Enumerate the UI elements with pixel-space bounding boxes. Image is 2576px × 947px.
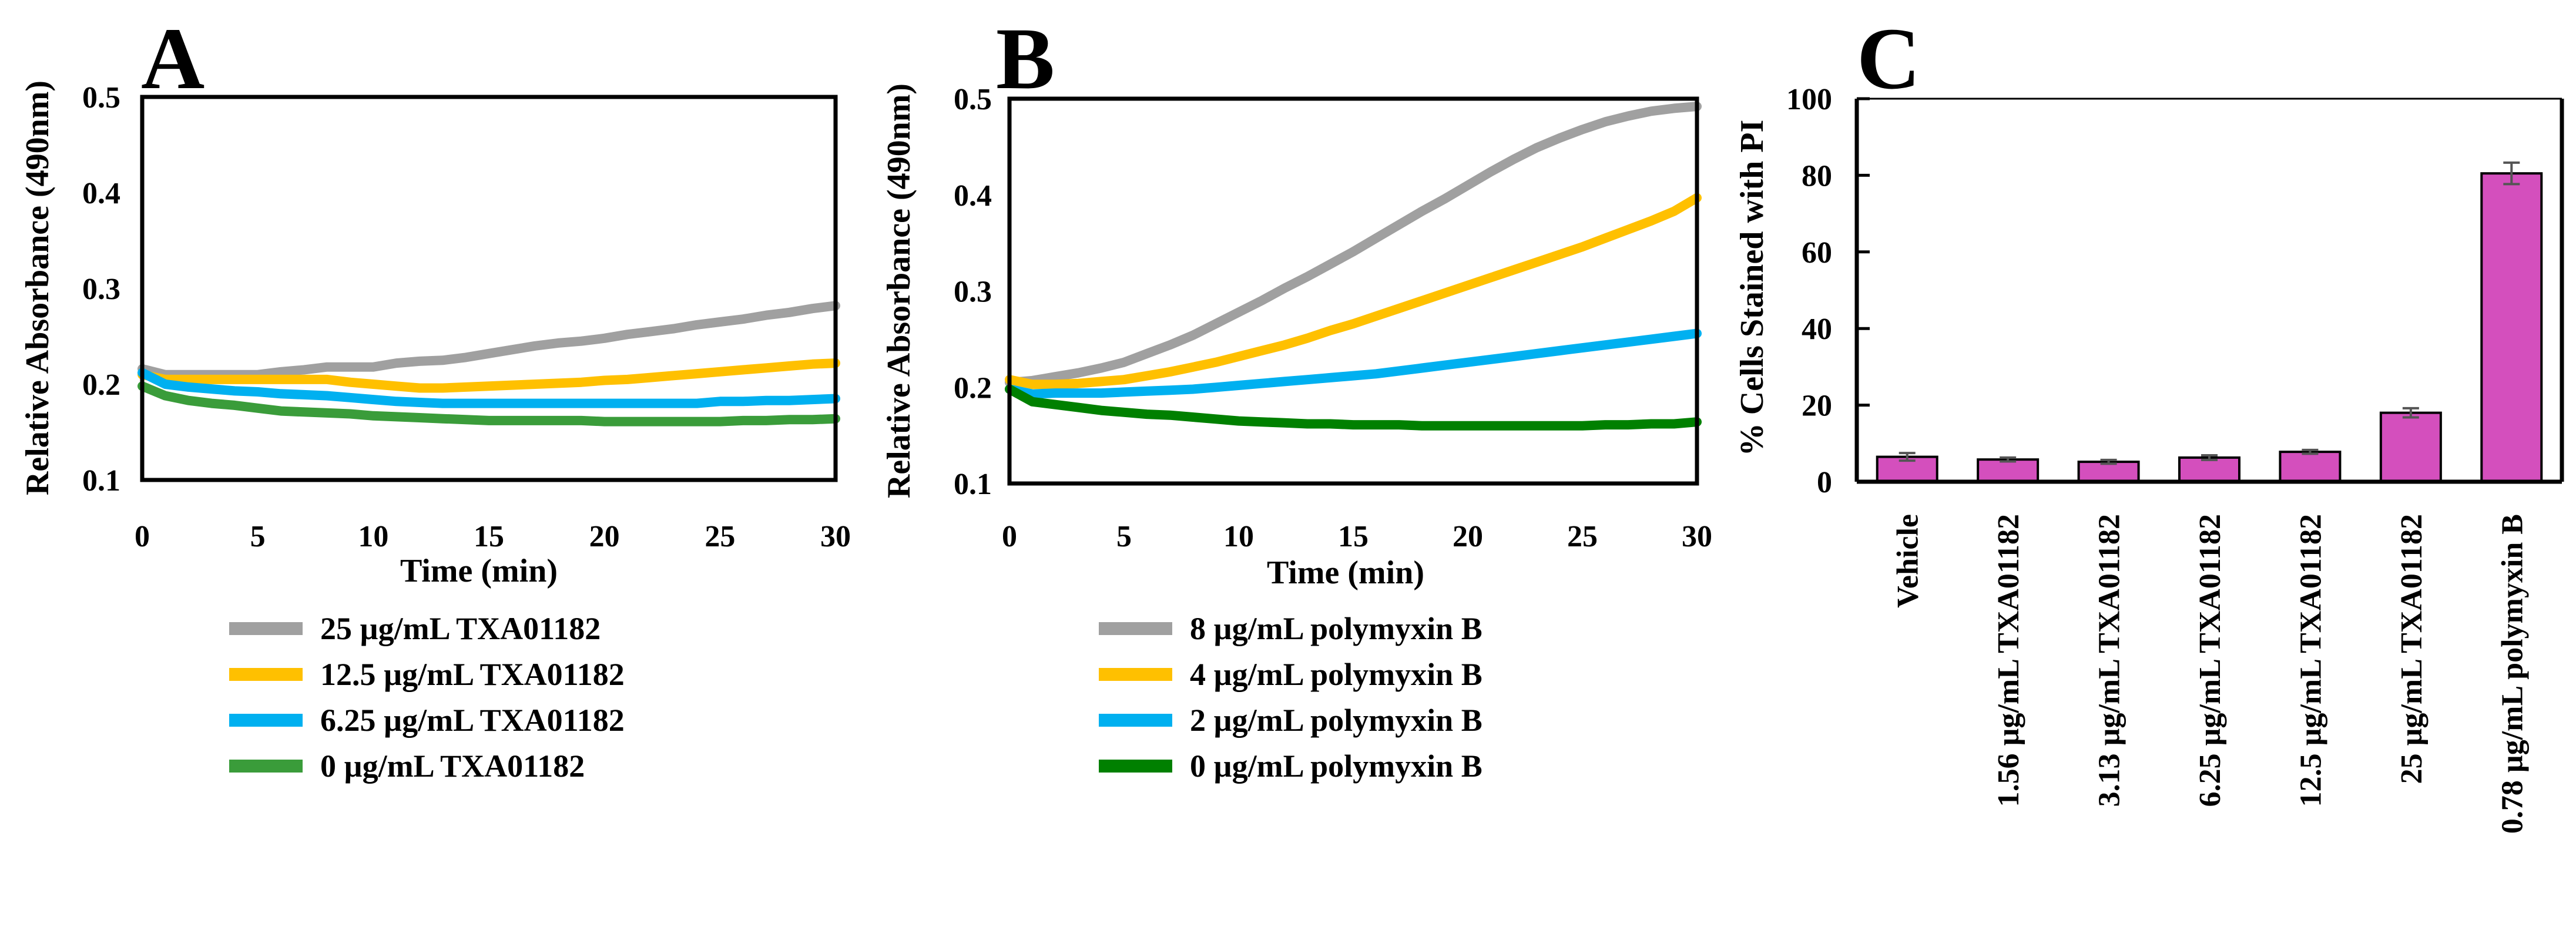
panel-b-x-tick-label: 0	[1002, 520, 1017, 553]
panel-a-legend-label: 25 µg/mL TXA01182	[320, 611, 601, 646]
panel-c-ylabel: % Cells Stained with PI	[1734, 120, 1770, 456]
panel-c-bar	[1977, 458, 2040, 483]
panel-c-bar	[2379, 411, 2442, 483]
panel-b-x-tick-label: 10	[1223, 520, 1254, 553]
panel-c-category-label: 1.56 µg/mL TXA01182	[1992, 514, 2025, 807]
panel-a-xlabel: Time (min)	[400, 553, 558, 589]
panel-c-y-tick-label: 60	[1802, 236, 1832, 270]
panel-a-y-tick-label: 0.2	[82, 368, 120, 402]
panel-c-bar	[2178, 456, 2240, 483]
panel-a-x-tick-label: 25	[705, 520, 735, 553]
panel-b-y-tick-label: 0.5	[954, 83, 992, 116]
panel-c-bar	[2480, 172, 2543, 483]
panel-a-legend-label: 0 µg/mL TXA01182	[320, 748, 585, 784]
panel-c-category-label: 25 µg/mL TXA01182	[2395, 514, 2429, 784]
panel-a-y-tick-label: 0.1	[82, 464, 120, 498]
panel-c: C % Cells Stained with PI 0 20 40 60 80 100 V…	[1734, 10, 2564, 834]
panel-b-series-line	[1005, 193, 1702, 389]
panel-b-series-line	[1005, 384, 1702, 431]
panel-a-plot-frame	[140, 95, 838, 482]
panel-a-x-tick-label: 20	[589, 520, 620, 553]
panel-b-legend-label: 2 µg/mL polymyxin B	[1190, 703, 1482, 738]
panel-c-category-label: 0.78 µg/mL polymyxin B	[2496, 514, 2529, 834]
panel-c-category-label: 6.25 µg/mL TXA01182	[2193, 514, 2227, 807]
panel-a-series-line	[137, 358, 840, 393]
panel-b-x-tick-label: 15	[1338, 520, 1368, 553]
panel-c-category-label: 3.13 µg/mL TXA01182	[2093, 514, 2126, 807]
panel-a-series-line	[137, 301, 840, 380]
panel-c-y-tick-label: 40	[1802, 313, 1832, 346]
panel-b: B Relative Absorbance (490nm) Time (min)…	[881, 10, 1712, 784]
panel-b-y-tick-label: 0.3	[954, 276, 992, 309]
panel-a-letter: A	[141, 10, 204, 108]
panel-a-x-tick-label: 30	[820, 520, 851, 553]
panel-c-letter: C	[1857, 10, 1920, 108]
panel-a-x-tick-label: 0	[135, 520, 150, 553]
panel-c-y-tick-label: 20	[1802, 389, 1832, 423]
panel-a-y-tick-label: 0.5	[82, 81, 120, 115]
panel-c-bar	[2279, 451, 2342, 483]
panel-b-series-line	[1005, 102, 1702, 388]
panel-b-legend-label: 8 µg/mL polymyxin B	[1190, 611, 1482, 646]
panel-b-xlabel: Time (min)	[1267, 555, 1424, 591]
panel-a: A Relative Absorbance (490nm) Time (min)…	[19, 10, 851, 784]
panel-a-y-tick-label: 0.4	[82, 177, 120, 210]
panel-c-y-tick-label: 0	[1817, 466, 1832, 499]
panel-b-y-tick-label: 0.2	[954, 371, 992, 405]
panel-b-x-tick-label: 5	[1116, 520, 1132, 553]
panel-b-series-line	[1005, 328, 1702, 399]
panel-a-x-tick-label: 5	[250, 520, 266, 553]
panel-a-x-tick-label: 10	[358, 520, 388, 553]
panel-b-legend: 8 µg/mL polymyxin B 4 µg/mL polymyxin B 2 …	[1099, 611, 1482, 784]
panel-a-ylabel: Relative Absorbance (490nm)	[19, 80, 56, 495]
panel-b-legend-label: 4 µg/mL polymyxin B	[1190, 657, 1482, 692]
panel-b-y-tick-label: 0.4	[954, 179, 992, 213]
panel-b-letter: B	[996, 10, 1055, 108]
panel-b-legend-label: 0 µg/mL polymyxin B	[1190, 748, 1482, 784]
panel-b-ylabel: Relative Absorbance (490nm)	[881, 83, 917, 498]
panel-b-plot-frame	[1007, 96, 1699, 486]
panel-b-x-tick-label: 25	[1567, 520, 1598, 553]
panel-c-y-tick-label: 80	[1802, 159, 1832, 193]
panel-c-y-tick-label: 100	[1786, 83, 1832, 116]
panel-b-x-tick-label: 20	[1453, 520, 1483, 553]
panel-c-category-label: Vehicle	[1891, 514, 1925, 608]
panel-a-series-line	[137, 368, 840, 408]
panel-a-y-tick-label: 0.3	[82, 273, 120, 306]
panel-a-x-tick-label: 15	[474, 520, 504, 553]
panel-c-bar	[2077, 461, 2140, 483]
panel-b-y-tick-label: 0.1	[954, 468, 992, 501]
panel-b-x-tick-label: 30	[1682, 520, 1712, 553]
panel-a-legend-label: 6.25 µg/mL TXA01182	[320, 703, 625, 738]
panel-c-category-label: 12.5 µg/mL TXA01182	[2294, 514, 2327, 807]
panel-a-series-line	[137, 381, 840, 427]
panel-a-legend-label: 12.5 µg/mL TXA01182	[320, 657, 625, 692]
panel-a-legend: 25 µg/mL TXA01182 12.5 µg/mL TXA01182 6.25…	[229, 611, 625, 784]
